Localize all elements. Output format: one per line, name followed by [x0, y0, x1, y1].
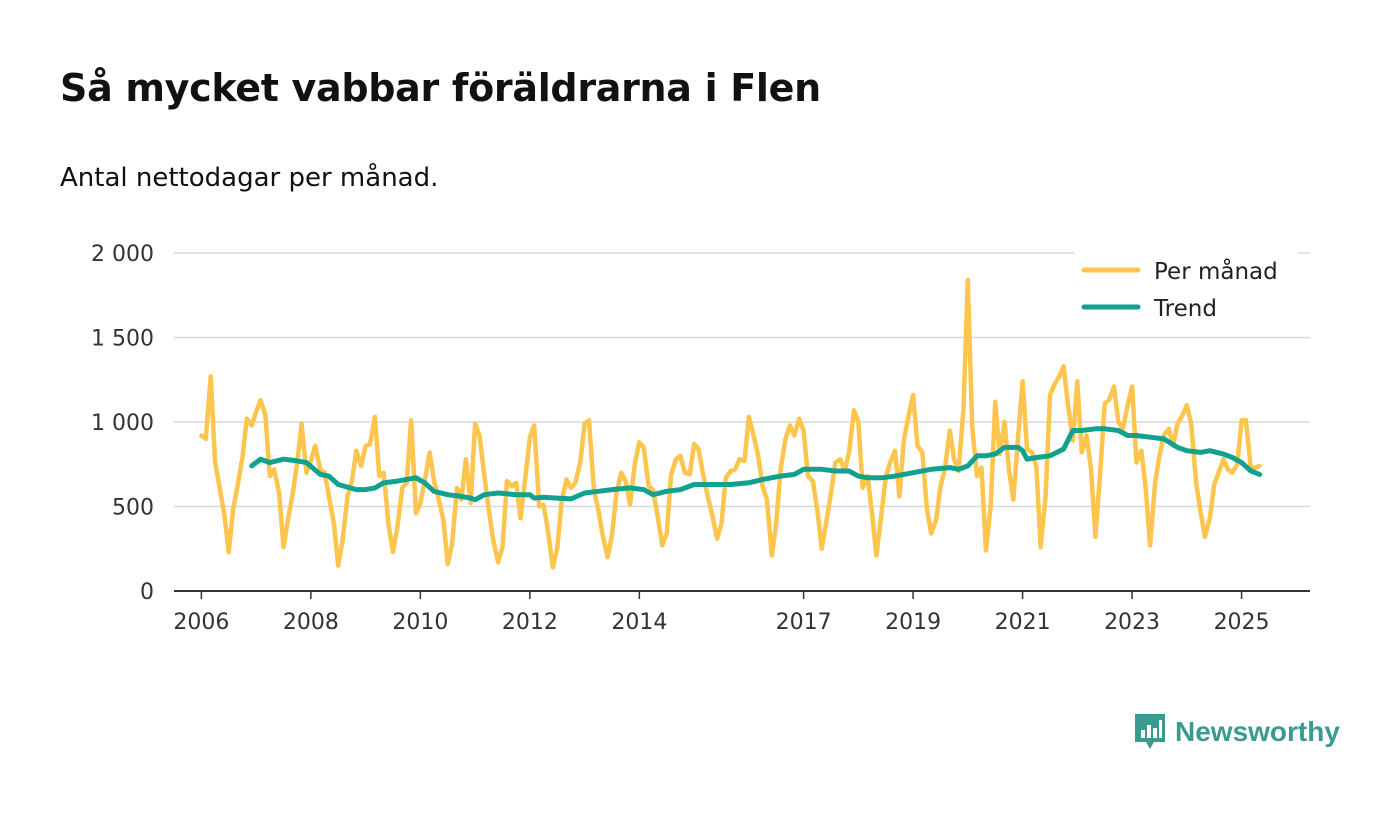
chart-subtitle: Antal nettodagar per månad.	[60, 163, 439, 193]
y-tick-label-1000: 1 000	[91, 411, 154, 436]
x-tick-label-2010: 2010	[392, 610, 448, 635]
series-per-manad-line	[199, 277, 1262, 570]
x-tick-label-2006: 2006	[173, 610, 229, 635]
x-tick-label-2019: 2019	[885, 610, 941, 635]
y-tick-label-1500: 1 500	[91, 327, 154, 352]
brand-name: Newsworthy	[1175, 716, 1340, 747]
x-tick-label-2014: 2014	[611, 610, 667, 635]
y-tick-label-500: 500	[112, 496, 154, 521]
y-tick-label-2000: 2 000	[91, 242, 154, 267]
newsworthy-logo: Newsworthy	[1133, 712, 1340, 752]
x-tick-label-2025: 2025	[1214, 610, 1270, 635]
x-tick-label-2008: 2008	[283, 610, 339, 635]
y-tick-label-0: 0	[140, 580, 154, 605]
x-tick-label-2012: 2012	[502, 610, 558, 635]
legend-label-per-manad: Per månad	[1154, 257, 1278, 285]
x-tick-label-2017: 2017	[776, 610, 832, 635]
legend: Per månad Trend	[1074, 244, 1298, 330]
chart-title: Så mycket vabbar föräldrarna i Flen	[60, 66, 821, 110]
legend-background	[1074, 244, 1298, 330]
series-lines	[199, 277, 1263, 570]
x-tick-label-2021: 2021	[995, 610, 1051, 635]
y-axis-labels: 0 500 1 000 1 500 2 000	[91, 242, 154, 605]
series-trend-line	[249, 426, 1263, 503]
newsworthy-icon	[1135, 714, 1165, 749]
x-tick-label-2023: 2023	[1104, 610, 1160, 635]
legend-label-trend: Trend	[1153, 296, 1217, 322]
x-axis: 2006 2008 2010 2012 2014 2017 2019 2021 2023 2025	[173, 590, 1310, 635]
